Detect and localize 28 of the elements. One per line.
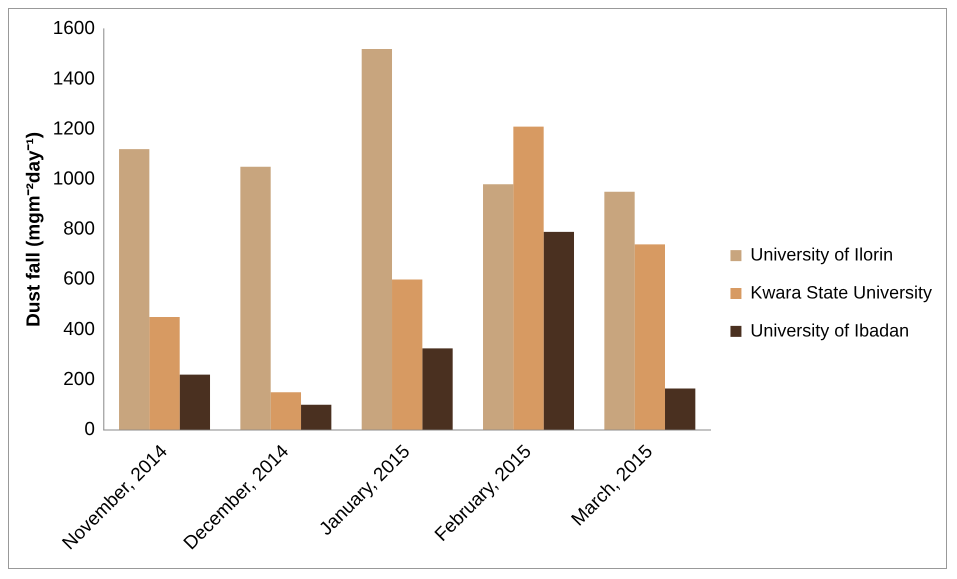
y-tick-label: 1400: [52, 68, 95, 90]
bar: [422, 348, 453, 430]
bar: [665, 388, 696, 430]
bar: [180, 374, 210, 430]
bar: [362, 48, 392, 430]
bar: [604, 192, 635, 430]
y-tick-label: 0: [84, 419, 95, 440]
bar: [634, 244, 666, 430]
bar: [149, 317, 180, 430]
bar: [483, 184, 514, 430]
legend-label: University of Ibadan: [750, 320, 910, 340]
bar: [270, 392, 302, 430]
bar: [301, 404, 332, 430]
y-tick-label: 400: [63, 318, 95, 340]
y-tick-label: 1200: [52, 118, 95, 140]
y-tick-label: 1600: [52, 18, 95, 40]
y-tick-label: 200: [63, 368, 95, 390]
bar: [240, 166, 271, 430]
bar: [513, 126, 544, 430]
y-tick-label: 800: [63, 218, 95, 240]
legend-label: University of Ilorin: [750, 244, 894, 265]
bar: [544, 232, 574, 430]
y-axis-title: Dust fall (mgm⁻²day⁻¹): [24, 132, 45, 327]
bar: [119, 149, 150, 430]
bar: [392, 279, 422, 430]
y-tick-label: 1000: [52, 168, 95, 190]
y-tick-label: 600: [63, 268, 95, 290]
legend-label: Kwara State University: [750, 282, 932, 302]
